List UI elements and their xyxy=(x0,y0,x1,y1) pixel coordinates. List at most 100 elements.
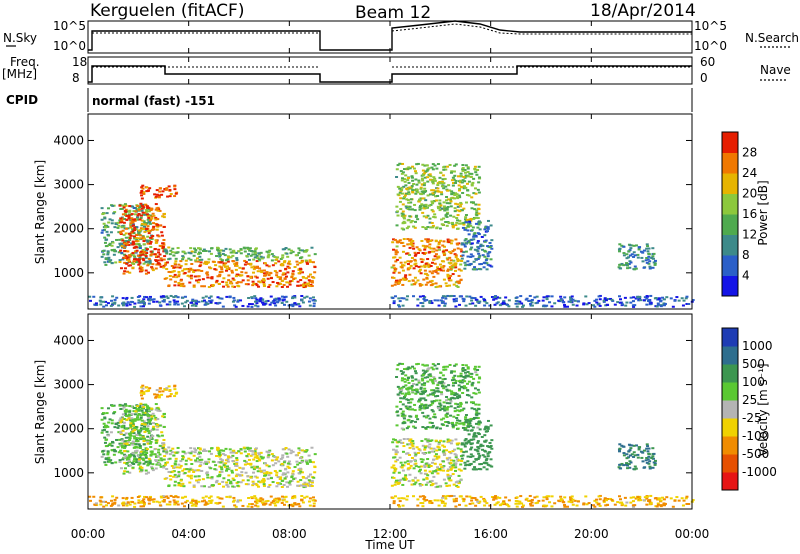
velocity-cell xyxy=(155,407,159,410)
power-cell xyxy=(483,228,487,231)
velocity-cell xyxy=(267,474,271,477)
power-cell xyxy=(471,297,475,300)
power-cell xyxy=(120,207,124,210)
velocity-cell xyxy=(137,454,141,457)
power-cell xyxy=(137,229,141,232)
velocity-cell xyxy=(196,469,200,472)
velocity-cell xyxy=(140,424,144,427)
power-cell xyxy=(249,254,253,257)
power-cell xyxy=(126,250,130,253)
power-cell xyxy=(251,250,255,253)
power-cell xyxy=(405,252,409,255)
power-cell xyxy=(291,297,295,300)
power-cell xyxy=(157,235,161,238)
power-cell xyxy=(472,177,476,180)
velocity-cell xyxy=(128,410,132,413)
velocity-cell xyxy=(435,427,439,430)
power-cell xyxy=(88,299,92,302)
power-cell xyxy=(530,298,534,301)
power-cell xyxy=(179,284,183,287)
power-cell xyxy=(120,226,124,229)
velocity-cell xyxy=(468,418,472,421)
power-cell xyxy=(102,253,106,256)
power-cell xyxy=(411,245,415,248)
velocity-cell xyxy=(449,442,453,445)
velocity-cell xyxy=(200,485,204,488)
power-cell xyxy=(498,296,502,299)
velocity-cell xyxy=(120,419,124,422)
velocity-cell xyxy=(195,457,199,460)
power-cell xyxy=(467,194,471,197)
power-cell xyxy=(145,229,149,232)
power-cell xyxy=(147,216,151,219)
power-cell xyxy=(472,234,476,237)
velocity-cell xyxy=(650,457,654,460)
velocity-cell xyxy=(411,390,415,393)
power-cell xyxy=(274,262,278,265)
velocity-cell xyxy=(457,384,461,387)
power-cell xyxy=(421,197,425,200)
power-cell xyxy=(260,279,264,282)
velocity-cell xyxy=(286,462,290,465)
power-cell xyxy=(123,249,127,252)
power-cell xyxy=(422,278,426,281)
power-cell xyxy=(250,266,254,269)
velocity-cell xyxy=(645,447,649,450)
power-cell xyxy=(246,248,250,251)
power-cell xyxy=(218,253,222,256)
velocity-cell xyxy=(310,481,314,484)
velocity-cell xyxy=(109,431,113,434)
power-cell xyxy=(409,241,413,244)
velocity-cell xyxy=(489,458,493,461)
velocity-cell xyxy=(138,418,142,421)
velocity-cell xyxy=(422,384,426,387)
power-cell xyxy=(158,301,162,304)
power-cell xyxy=(473,297,477,300)
velocity-cell xyxy=(105,430,109,433)
velocity-cell xyxy=(431,482,435,485)
power-cell xyxy=(434,253,438,256)
power-cell xyxy=(298,257,302,260)
power-cell xyxy=(459,269,463,272)
velocity-cell xyxy=(648,467,652,470)
power-cell xyxy=(252,271,256,274)
power-cell xyxy=(451,176,455,179)
velocity-cell xyxy=(120,446,124,449)
power-cell xyxy=(442,217,446,220)
velocity-cell xyxy=(194,459,198,462)
velocity-cell xyxy=(474,504,478,507)
velocity-cell xyxy=(305,483,309,486)
velocity-cell xyxy=(150,415,154,418)
power-cell xyxy=(142,298,146,301)
power-cell xyxy=(298,305,302,308)
velocity-cell xyxy=(410,456,414,459)
power-cell xyxy=(474,192,478,195)
power-cell xyxy=(455,209,459,212)
power-cell xyxy=(473,232,477,235)
velocity-cell xyxy=(479,443,483,446)
power-cell xyxy=(430,279,434,282)
velocity-cell xyxy=(134,440,138,443)
velocity-cell xyxy=(448,450,452,453)
velocity-cell xyxy=(632,444,636,447)
power-cell xyxy=(274,304,278,307)
power-cell xyxy=(442,166,446,169)
power-cell xyxy=(444,199,448,202)
power-cell xyxy=(436,163,440,166)
power-cell xyxy=(468,222,472,225)
power-cell xyxy=(120,251,124,254)
power-cell xyxy=(113,226,117,229)
velocity-cell xyxy=(449,414,453,417)
power-cell xyxy=(167,270,171,273)
power-cell xyxy=(242,246,246,249)
velocity-scatter xyxy=(88,362,695,508)
velocity-cell xyxy=(217,452,221,455)
velocity-cell xyxy=(259,470,263,473)
velocity-cell xyxy=(141,435,145,438)
power-cell xyxy=(458,187,462,190)
power-cell xyxy=(141,236,145,239)
power-cell xyxy=(284,275,288,278)
power-cell xyxy=(166,195,170,198)
power-cell xyxy=(476,232,480,235)
power-cell xyxy=(429,178,433,181)
